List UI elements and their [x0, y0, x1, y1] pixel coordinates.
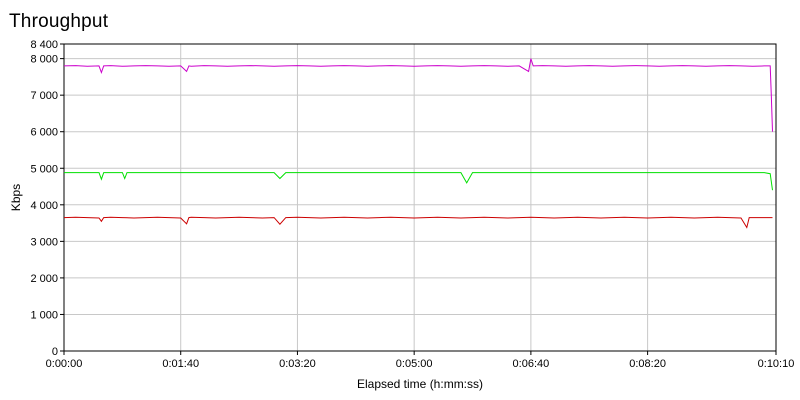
x-tick-label: 0:00:00	[46, 358, 83, 370]
series-line-1	[64, 172, 773, 191]
grid-lines	[64, 44, 776, 351]
chart-title: Throughput	[9, 11, 109, 32]
y-axis-label: Kbps	[9, 184, 23, 211]
y-tick-label: 8 000	[30, 54, 58, 66]
x-tick-label: 0:08:20	[629, 358, 666, 370]
y-tick-label: 5 000	[30, 163, 58, 175]
series-line-0	[63, 58, 773, 132]
y-tick-label: 4 000	[30, 200, 58, 212]
x-tick-label: 0:05:00	[396, 358, 433, 370]
x-tick-labels: 0:00:00 0:01:40 0:03:20 0:05:00 0:06:40 0:08:…	[46, 351, 795, 370]
y-tick-label: 8 400	[30, 39, 58, 51]
y-tick-label: 3 000	[30, 236, 58, 248]
series-line-2	[63, 216, 773, 229]
x-tick-label: 0:06:40	[513, 358, 550, 370]
y-tick-label: 6 000	[30, 127, 58, 139]
x-tick-label: 0:10:10	[758, 358, 795, 370]
y-tick-label: 2 000	[30, 273, 58, 285]
y-tick-label: 1 000	[30, 309, 58, 321]
x-tick-label: 0:01:40	[162, 358, 199, 370]
plot-area	[63, 43, 777, 352]
y-tick-label: 0	[52, 346, 58, 358]
y-tick-label: 7 000	[30, 90, 58, 102]
y-tick-labels: 0 1 000 2 000 3 000 4 000 5 000 6 000 7 000 8 00…	[30, 39, 64, 358]
x-axis-label: Elapsed time (h:mm:ss)	[357, 377, 483, 391]
series-group	[63, 58, 773, 229]
x-tick-label: 0:03:20	[279, 358, 316, 370]
